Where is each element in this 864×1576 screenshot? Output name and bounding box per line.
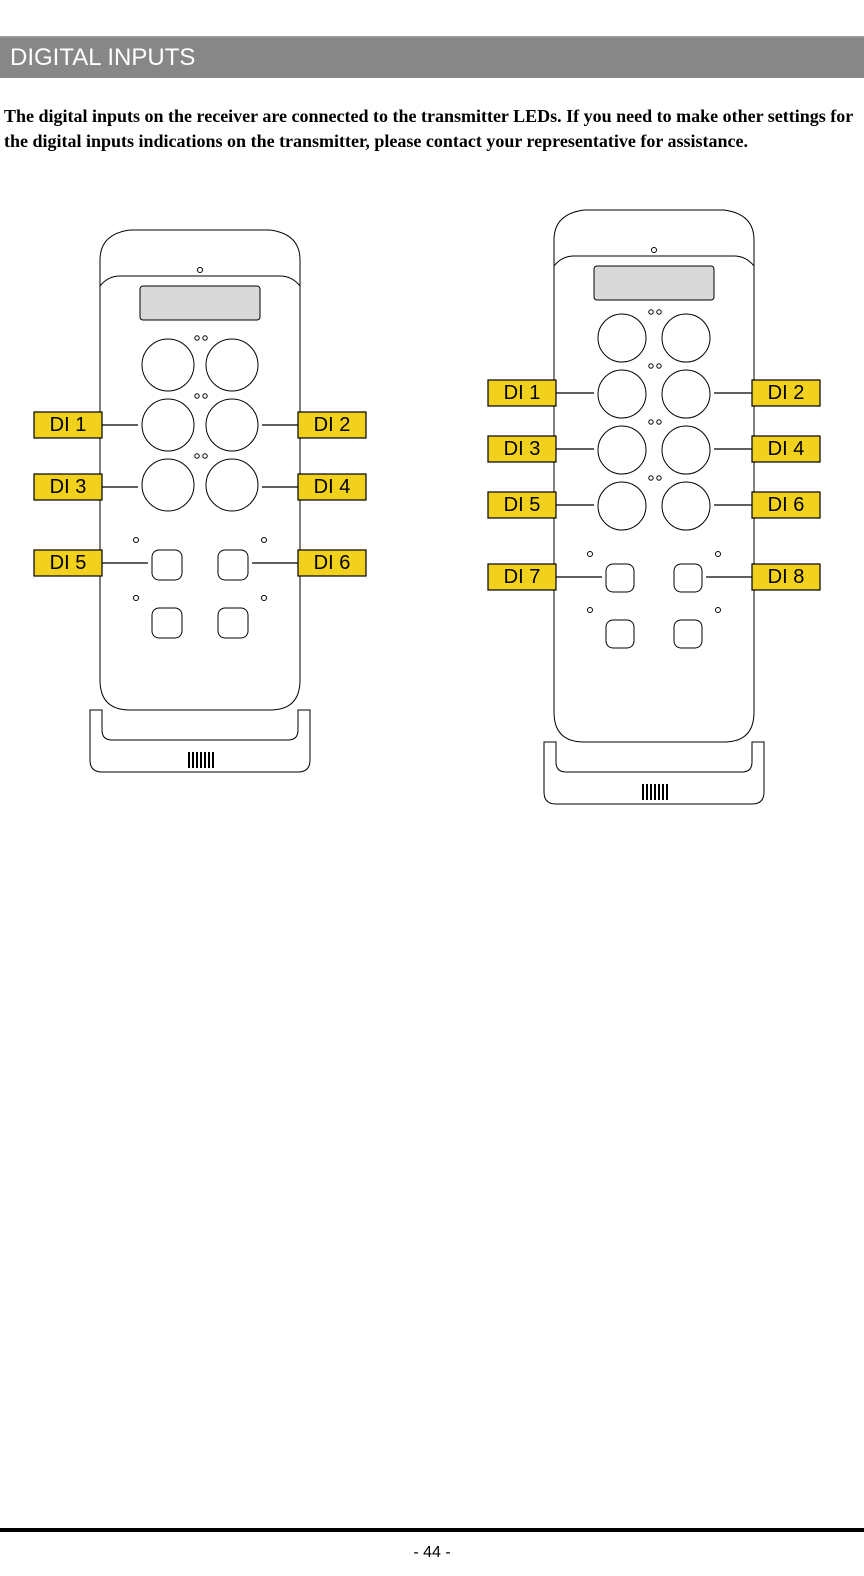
- section-header-bar: DIGITAL INPUTS: [0, 38, 864, 78]
- label-di5: DI 5: [50, 552, 87, 574]
- device-left-illustration: DI 1 DI 3 DI 5 DI 2 DI 4 DI 6: [0, 200, 400, 820]
- label-di8-r: DI 8: [768, 566, 805, 588]
- device-right-illustration: DI 1 DI 3 DI 5 DI 7 DI 2 DI 4: [454, 190, 854, 840]
- label-di1-r: DI 1: [504, 382, 541, 404]
- label-di5-r: DI 5: [504, 494, 541, 516]
- label-di1: DI 1: [50, 414, 87, 436]
- label-di2: DI 2: [314, 414, 351, 436]
- label-di4-r: DI 4: [768, 438, 805, 460]
- label-di6-r: DI 6: [768, 494, 805, 516]
- document-page: DIGITAL INPUTS The digital inputs on the…: [0, 0, 864, 1576]
- label-di3: DI 3: [50, 476, 87, 498]
- label-di2-r: DI 2: [768, 382, 805, 404]
- section-title: DIGITAL INPUTS: [10, 44, 195, 71]
- page-number: - 44 -: [0, 1544, 864, 1562]
- footer-rule: [0, 1528, 864, 1532]
- body-paragraph: The digital inputs on the receiver are c…: [4, 104, 854, 154]
- diagram-area: DI 1 DI 3 DI 5 DI 2 DI 4 DI 6: [0, 200, 864, 840]
- label-di6: DI 6: [314, 552, 351, 574]
- label-di7-r: DI 7: [504, 566, 541, 588]
- label-di4: DI 4: [314, 476, 351, 498]
- label-di3-r: DI 3: [504, 438, 541, 460]
